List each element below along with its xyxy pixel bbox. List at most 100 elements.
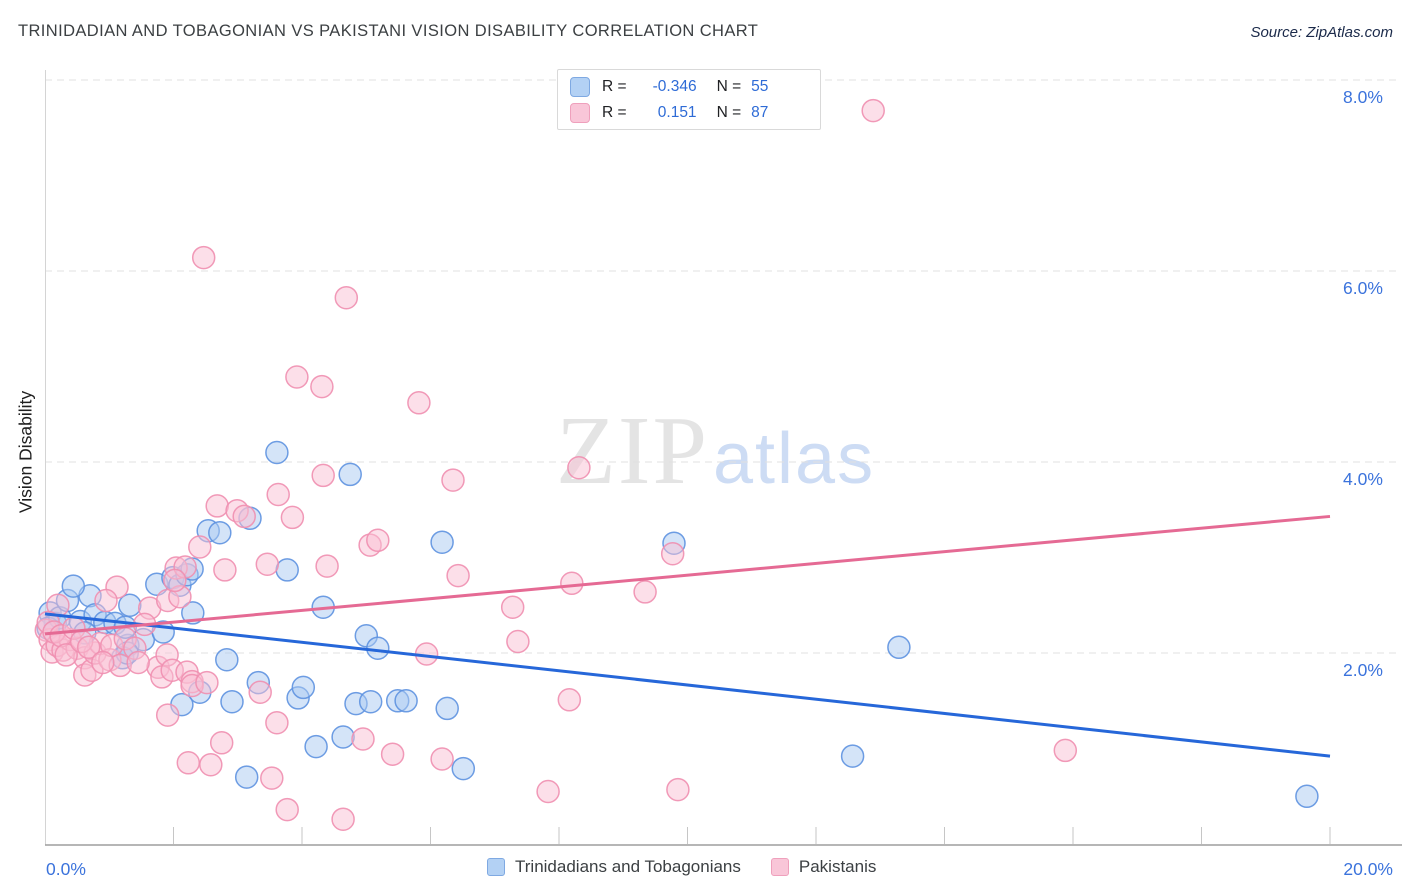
scatter-point-trinidadian[interactable] bbox=[215, 647, 239, 672]
correlation-legend-box: R = -0.346 N = 55 R = 0.151 N = 87 bbox=[557, 69, 821, 130]
scatter-point-pakistani[interactable] bbox=[441, 468, 465, 492]
blue-legend-swatch bbox=[487, 858, 505, 876]
scatter-point-trinidadian[interactable] bbox=[1295, 784, 1319, 809]
n-value-blue: 55 bbox=[751, 77, 769, 95]
scatter-point-pakistani[interactable] bbox=[331, 807, 355, 831]
y-axis-tick-label: 8.0% bbox=[1343, 87, 1383, 107]
n-label: N = bbox=[716, 103, 742, 121]
scatter-point-pakistani[interactable] bbox=[94, 588, 118, 613]
blue-series-swatch bbox=[570, 76, 590, 97]
scatter-point-pakistani[interactable] bbox=[76, 635, 101, 660]
y-axis-tick-label: 6.0% bbox=[1343, 278, 1383, 298]
scatter-point-pakistani[interactable] bbox=[176, 751, 201, 775]
scatter-point-pakistani[interactable] bbox=[260, 766, 284, 790]
legend-item-label: Trinidadians and Tobagonians bbox=[515, 857, 741, 876]
y-axis-tick-label: 2.0% bbox=[1343, 660, 1383, 680]
zipatlas-watermark: ZIP atlas bbox=[556, 402, 875, 500]
scatter-point-pakistani[interactable] bbox=[311, 463, 335, 488]
scatter-point-pakistani[interactable] bbox=[155, 703, 180, 727]
scatter-point-trinidadian[interactable] bbox=[430, 530, 454, 554]
scatter-point-pakistani[interactable] bbox=[266, 482, 290, 507]
legend-row-trinidadian: R = -0.346 N = 55 bbox=[570, 76, 808, 97]
legend-item-trinidadians[interactable]: Trinidadians and Tobagonians bbox=[487, 857, 741, 877]
scatter-point-trinidadian[interactable] bbox=[394, 689, 418, 713]
scatter-point-trinidadian[interactable] bbox=[61, 574, 86, 598]
scatter-point-pakistani[interactable] bbox=[334, 285, 359, 310]
scatter-point-pakistani[interactable] bbox=[666, 777, 690, 802]
scatter-point-trinidadian[interactable] bbox=[331, 725, 355, 749]
watermark-zip-text: ZIP bbox=[556, 397, 709, 505]
scatter-point-pakistani[interactable] bbox=[285, 365, 309, 389]
scatter-point-trinidadian[interactable] bbox=[220, 689, 244, 714]
scatter-point-pakistani[interactable] bbox=[1053, 738, 1078, 763]
r-label: R = bbox=[602, 103, 627, 121]
legend-row-pakistani: R = 0.151 N = 87 bbox=[570, 102, 808, 123]
trend-line-trinidadian bbox=[44, 612, 1331, 758]
legend-item-pakistanis[interactable]: Pakistanis bbox=[770, 857, 876, 877]
scatter-point-pakistani[interactable] bbox=[380, 742, 405, 766]
scatter-point-pakistani[interactable] bbox=[446, 563, 470, 588]
scatter-point-pakistani[interactable] bbox=[91, 650, 115, 675]
scatter-point-trinidadian[interactable] bbox=[366, 636, 390, 660]
pink-legend-swatch bbox=[770, 858, 789, 876]
y-axis-tick-label: 4.0% bbox=[1343, 469, 1383, 489]
scatter-point-pakistani[interactable] bbox=[126, 650, 150, 675]
x-axis-min-label: 0.0% bbox=[46, 859, 86, 879]
scatter-point-pakistani[interactable] bbox=[275, 797, 299, 822]
scatter-point-pakistani[interactable] bbox=[315, 554, 339, 578]
scatter-point-pakistani[interactable] bbox=[209, 731, 234, 755]
r-label: R = bbox=[602, 77, 627, 95]
scatter-point-pakistani[interactable] bbox=[280, 505, 305, 530]
scatter-point-pakistani[interactable] bbox=[506, 629, 530, 654]
scatter-point-pakistani[interactable] bbox=[205, 494, 229, 518]
scatter-point-trinidadian[interactable] bbox=[275, 558, 299, 582]
scatter-point-pakistani[interactable] bbox=[199, 752, 223, 777]
scatter-point-trinidadian[interactable] bbox=[234, 765, 259, 789]
scatter-point-pakistani[interactable] bbox=[557, 688, 582, 712]
scatter-point-pakistani[interactable] bbox=[633, 580, 657, 604]
scatter-point-pakistani[interactable] bbox=[536, 779, 560, 804]
scatter-point-pakistani[interactable] bbox=[265, 710, 289, 735]
trend-line-pakistani bbox=[44, 514, 1331, 636]
scatter-point-pakistani[interactable] bbox=[430, 747, 454, 771]
scatter-point-pakistani[interactable] bbox=[366, 528, 390, 553]
scatter-point-trinidadian[interactable] bbox=[435, 696, 459, 721]
scatter-point-pakistani[interactable] bbox=[861, 98, 885, 123]
scatter-point-trinidadian[interactable] bbox=[451, 756, 476, 781]
x-axis-max-label: 20.0% bbox=[1343, 859, 1393, 879]
scatter-point-pakistani[interactable] bbox=[560, 571, 584, 596]
scatter-point-trinidadian[interactable] bbox=[887, 635, 911, 660]
scatter-point-trinidadian[interactable] bbox=[208, 520, 232, 545]
scatter-point-pakistani[interactable] bbox=[500, 595, 525, 619]
r-value-blue: -0.346 bbox=[652, 77, 697, 95]
scatter-point-trinidadian[interactable] bbox=[304, 734, 328, 759]
scatter-point-pakistani[interactable] bbox=[351, 727, 375, 751]
scatter-point-pakistani[interactable] bbox=[248, 680, 272, 704]
scatter-point-pakistani[interactable] bbox=[567, 455, 591, 480]
scatter-point-trinidadian[interactable] bbox=[291, 675, 316, 700]
series-legend: Trinidadians and Tobagonians Pakistanis bbox=[487, 857, 876, 877]
scatter-point-pakistani[interactable] bbox=[191, 245, 216, 270]
n-value-pink: 87 bbox=[751, 103, 769, 121]
r-value-pink: 0.151 bbox=[657, 103, 697, 121]
scatter-point-pakistani[interactable] bbox=[213, 558, 237, 582]
scatter-point-pakistani[interactable] bbox=[255, 552, 280, 576]
scatter-point-pakistani[interactable] bbox=[188, 535, 212, 559]
source-attribution: Source: ZipAtlas.com bbox=[1250, 24, 1393, 41]
pink-series-swatch bbox=[570, 102, 590, 123]
scatter-point-pakistani[interactable] bbox=[310, 374, 334, 399]
scatter-point-pakistani[interactable] bbox=[163, 568, 187, 593]
scatter-point-trinidadian[interactable] bbox=[840, 744, 865, 768]
scatter-point-trinidadian[interactable] bbox=[358, 689, 383, 714]
watermark-atlas-text: atlas bbox=[713, 419, 876, 499]
scatter-point-pakistani[interactable] bbox=[195, 670, 219, 695]
scatter-point-pakistani[interactable] bbox=[232, 504, 256, 529]
scatter-point-pakistani[interactable] bbox=[660, 541, 685, 566]
scatter-point-trinidadian[interactable] bbox=[338, 462, 362, 487]
scatter-point-trinidadian[interactable] bbox=[265, 440, 289, 465]
scatter-point-pakistani[interactable] bbox=[54, 643, 78, 667]
n-label: N = bbox=[716, 77, 742, 95]
scatter-point-pakistani[interactable] bbox=[407, 391, 431, 415]
